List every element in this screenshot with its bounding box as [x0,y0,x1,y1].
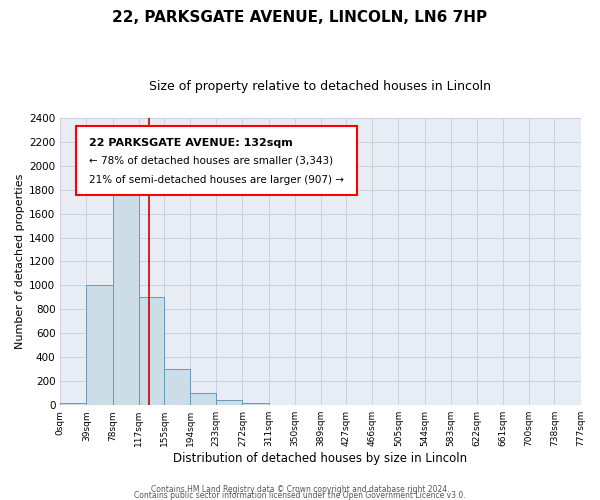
Text: Contains public sector information licensed under the Open Government Licence v3: Contains public sector information licen… [134,490,466,500]
Text: 22 PARKSGATE AVENUE: 132sqm: 22 PARKSGATE AVENUE: 132sqm [89,138,293,148]
Y-axis label: Number of detached properties: Number of detached properties [15,174,25,349]
Bar [269,404,295,405]
Bar [216,400,242,405]
Bar [242,403,269,405]
Text: ← 78% of detached houses are smaller (3,343): ← 78% of detached houses are smaller (3,… [89,155,333,165]
Text: 22, PARKSGATE AVENUE, LINCOLN, LN6 7HP: 22, PARKSGATE AVENUE, LINCOLN, LN6 7HP [112,10,488,25]
Title: Size of property relative to detached houses in Lincoln: Size of property relative to detached ho… [149,80,491,93]
FancyBboxPatch shape [76,126,357,196]
Bar [139,298,164,405]
Text: 21% of semi-detached houses are larger (907) →: 21% of semi-detached houses are larger (… [89,176,344,186]
Bar [113,182,139,405]
Bar [86,286,113,405]
X-axis label: Distribution of detached houses by size in Lincoln: Distribution of detached houses by size … [173,452,467,465]
Text: Contains HM Land Registry data © Crown copyright and database right 2024.: Contains HM Land Registry data © Crown c… [151,484,449,494]
Bar [190,393,216,405]
Bar [60,403,86,405]
Bar [164,370,190,405]
